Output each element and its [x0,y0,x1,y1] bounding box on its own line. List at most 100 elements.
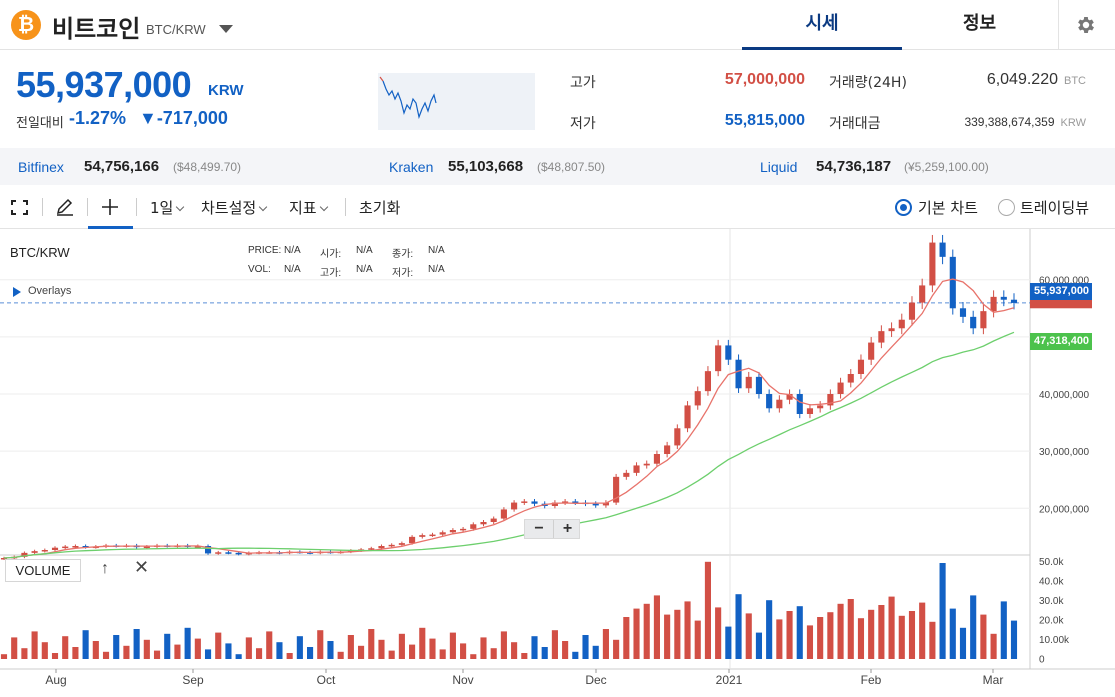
volume-bar [796,606,803,659]
trading-view-label[interactable]: 트레이딩뷰 [1020,199,1090,217]
volume-bar [174,644,181,659]
exchange-name-kraken[interactable]: Kraken [389,159,434,175]
zoom-in-button[interactable]: + [553,520,581,538]
exchange-foreign-liquid: (¥5,259,100.00) [904,160,989,174]
candlestick-chart[interactable]: 60,000,00050,000,00040,000,00030,000,000… [0,229,1115,697]
pair-dropdown-caret-icon[interactable] [219,25,233,33]
volume-bar [704,561,711,659]
candle [521,501,528,503]
volume-bar [347,635,354,659]
candle [878,331,885,343]
legend-open-label: 시가: [320,249,342,260]
volume-bar [602,629,609,659]
volume-bar [776,619,783,659]
chart-settings-label: 차트설정 [201,199,257,217]
trade-amount-label: 거래대금 [829,116,881,132]
candle [633,465,640,473]
volume-bar [11,637,18,659]
volume-bar [908,611,916,659]
zoom-out-button[interactable]: − [534,520,544,537]
legend-high-value: N/A [356,264,373,275]
volume-bar [562,641,569,659]
legend-close-value: N/A [428,245,445,256]
candle [990,296,997,312]
candle [194,546,201,548]
volume-bar [266,631,273,659]
price-summary-panel: 55,937,000 KRW 전일대비 -1.27% ▼-717,000 고가 … [0,50,1115,148]
volume-bar [500,631,507,659]
candle [21,552,28,557]
crosshair-plus-icon[interactable] [101,198,119,216]
interval-dropdown[interactable]: 1일 [150,197,185,218]
volume-bar [745,613,752,659]
candle [398,543,405,545]
basic-chart-label[interactable]: 기본 차트 [918,199,978,217]
candle [592,503,599,506]
candle [980,311,987,329]
candle [480,522,487,525]
fullscreen-icon[interactable] [11,200,28,215]
exchange-name-liquid[interactable]: Liquid [760,159,798,175]
candle [745,376,752,389]
volume-bar [378,639,385,659]
trade-amount-value: 339,388,674,359 KRW [930,115,1086,129]
long-moving-average-line [3,331,1015,559]
candle [857,359,865,374]
candle [868,342,875,360]
candle [72,546,79,548]
volume-bar [837,603,844,659]
tab-info[interactable]: 정보 [962,13,997,34]
coin-pair-selector[interactable]: BTC/KRW [146,22,206,37]
volume-bar [255,648,263,659]
candle [643,463,650,466]
basic-chart-radio[interactable] [895,199,912,216]
candle [755,376,763,394]
volume-tick-label: 0 [1039,655,1045,666]
x-tick-label: Mar [983,673,1004,687]
trading-view-radio[interactable] [998,199,1015,216]
candle [939,242,946,257]
volume-bar [847,599,854,659]
tab-market-price[interactable]: 시세 [742,0,902,50]
change-rate: -1.27% [69,108,127,128]
pencil-draw-icon[interactable] [55,198,75,216]
volume-bar [664,614,671,659]
volume-bar [133,629,140,659]
exchange-name-bitfinex[interactable]: Bitfinex [18,159,64,175]
toolbar-divider [345,198,346,216]
volume-bar [327,641,334,659]
price-chart-area[interactable]: 60,000,00050,000,00040,000,00030,000,000… [0,229,1115,697]
chart-settings-dropdown[interactable]: 차트설정 [201,197,268,218]
volume-bar [276,642,283,659]
overlays-play-icon[interactable] [12,287,22,297]
volume-bar [592,645,599,659]
candle [664,445,671,454]
candle [225,552,232,554]
close-icon[interactable]: ✕ [134,557,150,577]
candle [929,242,936,286]
volume-bar [102,651,110,659]
y-tick-label: 60,000,000 [1039,276,1089,287]
candle [613,476,620,503]
settings-button[interactable] [1058,0,1115,50]
toolbar-divider [42,198,43,216]
arrow-up-icon[interactable]: ↑ [101,560,109,577]
volume-bar [806,625,814,659]
volume-bar [521,653,528,659]
candle [776,399,783,409]
volume-bar [725,626,732,659]
candle [409,536,416,544]
low-label: 저가 [570,116,596,132]
overlays-toggle[interactable]: Overlays [28,285,72,297]
indicators-dropdown[interactable]: 지표 [289,197,328,218]
volume-bar [194,638,201,659]
reset-button[interactable]: 초기화 [359,199,401,217]
chart-toolbar: 1일 차트설정 지표 초기화 기본 차트 트레이딩뷰 [0,185,1115,229]
volume-bar [409,644,416,659]
candle [674,428,681,446]
volume-bar [286,653,293,659]
candle [235,552,242,555]
volume-bar [62,636,69,659]
coin-name: 비트코인 [52,15,141,43]
candle [766,394,773,409]
